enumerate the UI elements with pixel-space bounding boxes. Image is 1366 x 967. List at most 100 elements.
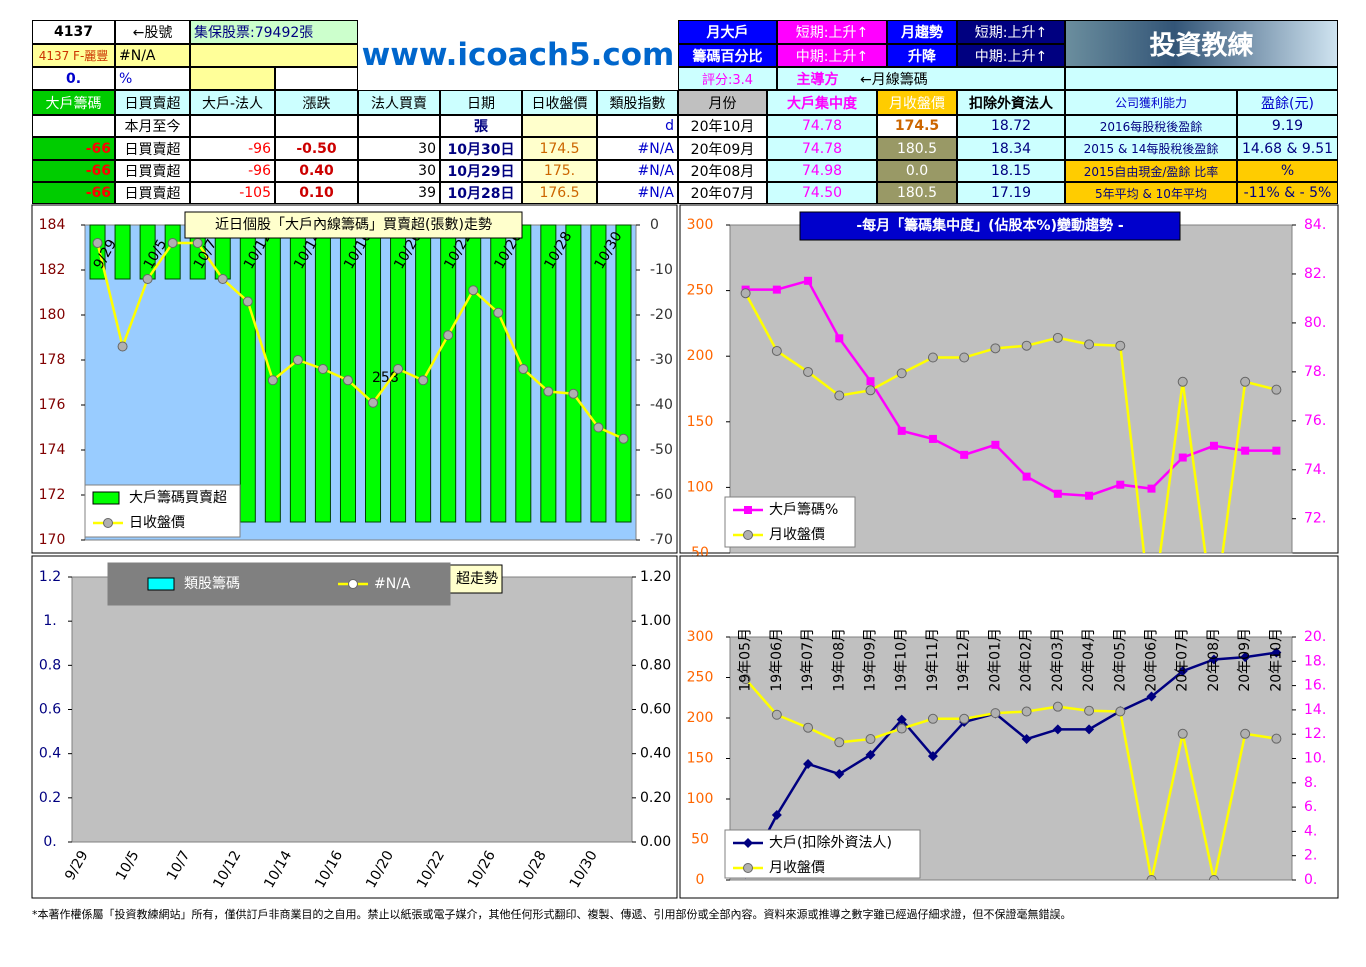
ratio: 0. <box>32 67 115 90</box>
legend-box <box>724 829 921 879</box>
marker <box>1241 446 1250 455</box>
marker <box>1177 666 1188 677</box>
marker <box>990 708 1001 719</box>
marker <box>896 723 907 734</box>
tick-label: 84. <box>1304 217 1326 233</box>
tick-label: 1.00 <box>640 613 671 629</box>
marker <box>959 352 970 363</box>
marker <box>835 334 844 343</box>
tick-label: 200 <box>687 348 714 364</box>
marker <box>1208 875 1219 880</box>
markers <box>740 288 1282 401</box>
table-cell <box>358 115 440 137</box>
x-tick-label: 20年08月 <box>1206 628 1222 692</box>
table-cell: 174.5 <box>877 115 957 137</box>
table-header: 日期 <box>440 90 522 115</box>
marker <box>771 709 782 720</box>
marker <box>990 343 1001 354</box>
marker <box>1084 705 1095 716</box>
x-tick-label: 20年09月 <box>1237 628 1253 692</box>
tick-label: 72. <box>1304 511 1326 527</box>
table-header: 大戶籌碼 <box>32 90 115 115</box>
table-cell: 30 <box>358 160 440 182</box>
table-cell: 2016每股稅後盈餘 <box>1065 115 1237 137</box>
marker <box>1053 489 1062 498</box>
table-cell <box>190 115 275 137</box>
marker <box>1240 652 1251 663</box>
tick-label: 82. <box>1304 266 1326 282</box>
marker <box>1021 706 1032 717</box>
table-cell: 20年08月 <box>678 160 767 182</box>
marker <box>493 307 504 318</box>
marker <box>959 713 970 724</box>
table-header: 法人買賣 <box>358 90 440 115</box>
tick-label: 78. <box>1304 364 1326 380</box>
tick-label: 6. <box>1304 799 1317 815</box>
marker <box>1240 728 1251 739</box>
name-value: #N/A <box>115 44 190 67</box>
tick-label: 200 <box>687 710 714 726</box>
table-cell: d <box>597 115 678 137</box>
legend-label: 月收盤價 <box>769 859 825 876</box>
marker <box>803 722 814 733</box>
table-cell: -66 <box>32 182 115 204</box>
marker <box>1084 339 1095 350</box>
marker <box>393 364 404 374</box>
marker <box>1209 441 1218 450</box>
x-tick-label: 20年07月 <box>1175 628 1191 692</box>
marker <box>117 341 128 352</box>
table-cell: 17.19 <box>957 182 1065 204</box>
table-cell: 5年平均 & 10年平均 <box>1065 182 1237 204</box>
marker <box>740 674 751 685</box>
marker <box>593 422 604 433</box>
table-cell: 39 <box>358 182 440 204</box>
ratio-unit: % <box>115 67 190 90</box>
x-tick-label: 20年10月 <box>1268 628 1284 692</box>
x-tick-label: 19年10月 <box>894 628 910 692</box>
table-cell: % <box>1237 160 1338 182</box>
tick-label: 170 <box>39 532 66 548</box>
cell <box>190 44 358 67</box>
tick-label: -60 <box>650 487 673 503</box>
x-tick-label: 19年12月 <box>956 628 972 692</box>
table-cell <box>32 115 115 137</box>
tick-label: 1. <box>43 613 56 629</box>
marker <box>1272 446 1281 455</box>
line <box>96 241 624 440</box>
tick-label: -40 <box>650 397 673 413</box>
marker <box>1240 376 1251 387</box>
table-cell: -96 <box>190 137 275 160</box>
tick-label: 16. <box>1304 678 1326 694</box>
marker <box>928 434 937 443</box>
tick-label: 76. <box>1304 413 1326 429</box>
line <box>744 292 1277 553</box>
marker <box>1208 654 1219 665</box>
legend-label: 大戶籌碼% <box>769 502 838 518</box>
chart-title: -每月「籌碼集中度」(佔股本%)變動趨勢 - <box>856 217 1124 234</box>
tick-label: -50 <box>650 442 673 458</box>
tick-label: -70 <box>650 532 673 548</box>
plot-area <box>71 576 633 843</box>
table-cell: 0.40 <box>275 160 358 182</box>
tick-label: 20. <box>1304 629 1326 645</box>
tick-label: 150 <box>687 414 714 430</box>
tick-label: 250 <box>687 283 714 299</box>
tick-label: 10. <box>1304 751 1326 767</box>
bar <box>565 224 582 523</box>
tick-label: 178 <box>39 352 66 368</box>
tick-label: 80. <box>1304 315 1326 331</box>
big-holder-2: 籌碼百分比 <box>678 44 777 67</box>
cell <box>190 67 275 90</box>
marker <box>1052 332 1063 343</box>
table-cell <box>275 115 358 137</box>
marker <box>772 285 781 294</box>
tick-label: 1.2 <box>39 569 61 585</box>
marker <box>865 385 876 396</box>
x-tick-label: 19年08月 <box>831 628 847 692</box>
table-cell: 20年09月 <box>678 137 767 160</box>
tick-label: 12. <box>1304 726 1326 742</box>
marker <box>1022 472 1031 481</box>
stock-no-label: ←股號 <box>115 20 190 44</box>
tick-label: 0 <box>650 217 659 233</box>
bar <box>264 224 281 523</box>
